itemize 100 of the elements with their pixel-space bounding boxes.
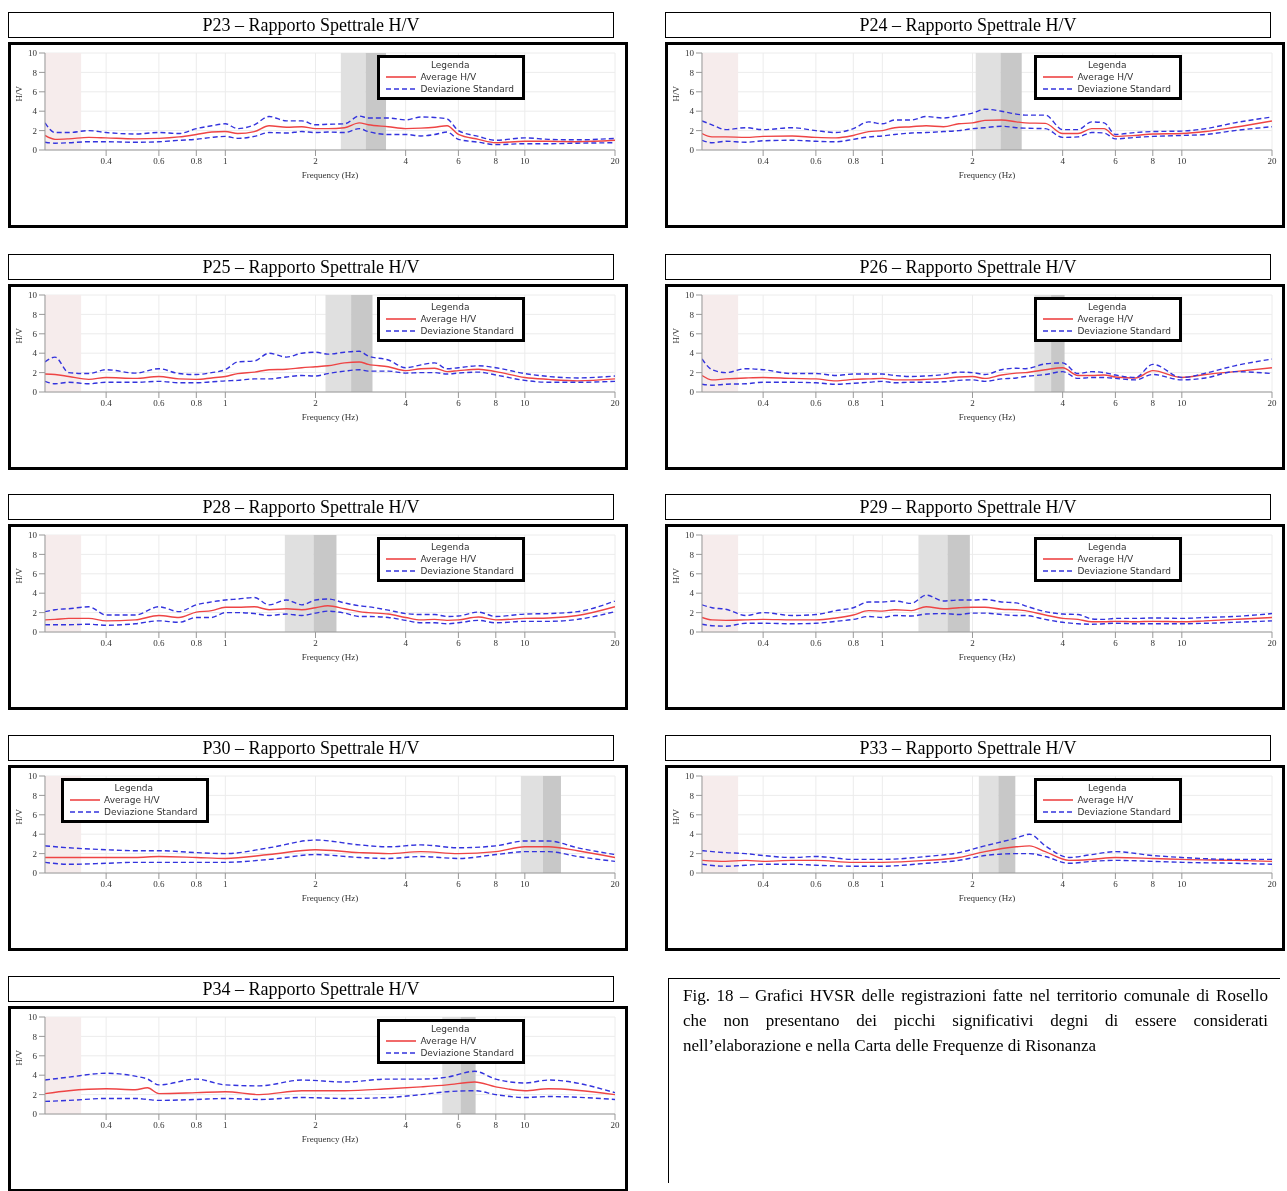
legend-label: Deviazione Standard [1077,807,1171,817]
x-tick-label: 0.8 [190,1120,203,1131]
x-tick-label: 8 [493,1120,499,1131]
x-tick-label: 0.4 [100,638,113,649]
x-axis-title: Frequency (Hz) [301,1134,359,1144]
y-tick-label: 10 [685,290,695,301]
x-axis-title: Frequency (Hz) [301,652,359,662]
legend-title: Legenda [113,783,155,793]
x-tick-label: 4 [403,1120,409,1131]
x-tick-label: 1 [880,156,885,167]
y-tick-label: 4 [32,829,38,840]
y-tick-label: 10 [28,48,38,59]
x-tick-label: 2 [313,1120,318,1131]
legend-label: Average H/V [1077,554,1134,564]
x-tick-label: 8 [493,879,499,890]
legend-label: Average H/V [104,795,160,805]
x-tick-label: 10 [1177,398,1187,409]
x-axis-title: Frequency (Hz) [958,170,1016,180]
x-tick-label: 4 [403,156,409,167]
legend-label: Deviazione Standard [420,326,514,336]
x-tick-label: 0.6 [153,1120,165,1131]
legend-label: Deviazione Standard [1077,566,1171,576]
y-tick-label: 8 [32,790,38,801]
x-tick-label: 6 [456,398,462,409]
y-tick-label: 2 [32,125,37,136]
y-tick-label: 10 [685,530,695,541]
y-tick-label: 6 [32,86,38,97]
x-tick-label: 8 [1150,398,1156,409]
y-tick-label: 10 [685,48,695,59]
x-axis-title: Frequency (Hz) [958,893,1016,903]
x-tick-label: 10 [1177,638,1187,649]
x-tick-label: 6 [456,156,462,167]
legend-label: Average H/V [420,1036,477,1046]
x-tick-label: 8 [493,156,499,167]
y-tick-label: 4 [32,348,38,359]
x-tick-label: 4 [1060,156,1066,167]
y-tick-label: 10 [28,290,38,301]
x-tick-label: 10 [520,156,530,167]
x-tick-label: 20 [1267,156,1277,167]
x-tick-label: 8 [1150,156,1156,167]
x-tick-label: 2 [970,638,975,649]
legend-label: Deviazione Standard [420,84,514,94]
x-tick-label: 0.4 [757,156,770,167]
legend-label: Average H/V [420,554,477,564]
chart-title: P30 – Rapporto Spettrale H/V [8,735,614,761]
legend-title: Legenda [1086,302,1128,312]
y-tick-label: 0 [32,1109,38,1120]
x-tick-label: 1 [223,156,228,167]
x-tick-label: 0.4 [100,1120,113,1131]
y-tick-label: 6 [32,809,38,820]
x-tick-label: 1 [880,398,885,409]
x-tick-label: 0.4 [100,879,113,890]
y-axis-title: H/V [671,567,682,584]
y-axis-title: H/V [14,327,25,344]
y-tick-label: 8 [689,549,695,560]
y-tick-label: 8 [32,549,38,560]
chart-title: P33 – Rapporto Spettrale H/V [665,735,1271,761]
x-tick-label: 10 [520,1120,530,1131]
y-tick-label: 6 [689,568,695,579]
x-tick-label: 0.8 [847,879,860,890]
y-tick-label: 6 [32,1050,38,1061]
y-tick-label: 8 [32,67,38,78]
x-tick-label: 0.4 [757,638,770,649]
legend-label: Deviazione Standard [1077,84,1171,94]
x-tick-label: 0.4 [757,398,770,409]
x-axis-title: Frequency (Hz) [301,170,359,180]
x-tick-label: 10 [1177,879,1187,890]
legend-title: Legenda [429,542,471,552]
x-tick-label: 0.8 [847,398,860,409]
legend-label: Average H/V [1077,314,1134,324]
x-tick-label: 0.6 [810,398,822,409]
y-tick-label: 6 [689,86,695,97]
legend-label: Average H/V [1077,72,1134,82]
y-tick-label: 2 [32,607,37,618]
x-tick-label: 4 [1060,638,1066,649]
y-tick-label: 0 [689,627,695,638]
x-tick-label: 6 [1113,156,1119,167]
y-tick-label: 6 [32,568,38,579]
y-tick-label: 0 [32,627,38,638]
x-tick-label: 10 [1177,156,1187,167]
legend-label: Deviazione Standard [1077,326,1171,336]
y-tick-label: 0 [32,868,38,879]
y-axis-title: H/V [14,85,25,102]
y-tick-label: 4 [32,1070,38,1081]
x-tick-label: 4 [403,879,409,890]
x-tick-label: 20 [610,638,620,649]
legend-label: Deviazione Standard [420,566,514,576]
x-tick-label: 6 [456,879,462,890]
legend-label: Deviazione Standard [420,1048,514,1058]
x-tick-label: 4 [1060,879,1066,890]
x-tick-label: 0.6 [153,398,165,409]
x-axis-title: Frequency (Hz) [958,652,1016,662]
x-tick-label: 10 [520,879,530,890]
x-tick-label: 6 [456,1120,462,1131]
y-axis-title: H/V [671,85,682,102]
y-tick-label: 2 [32,1089,37,1100]
y-axis-title: H/V [14,1049,25,1066]
x-tick-label: 4 [403,638,409,649]
y-axis-title: H/V [671,327,682,344]
legend-title: Legenda [429,302,471,312]
